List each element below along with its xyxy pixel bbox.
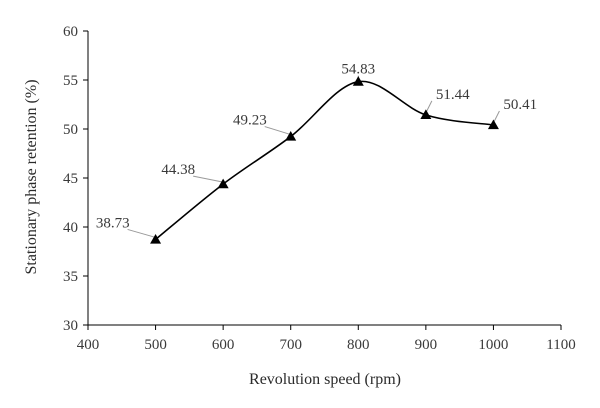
y-tick-label: 60 bbox=[63, 24, 78, 40]
x-tick-label: 500 bbox=[144, 337, 167, 353]
data-point-marker bbox=[217, 178, 229, 189]
data-point-marker bbox=[487, 119, 499, 130]
x-tick-label: 700 bbox=[279, 337, 302, 353]
y-tick-label: 30 bbox=[63, 318, 78, 334]
data-label-leader bbox=[127, 228, 156, 238]
y-tick-label: 55 bbox=[63, 73, 78, 89]
data-label: 50.41 bbox=[503, 97, 537, 113]
axes bbox=[87, 31, 561, 326]
x-axis-title: Revolution speed (rpm) bbox=[249, 371, 401, 388]
series-line-layer bbox=[155, 80, 494, 241]
x-tick-label: 1000 bbox=[478, 337, 508, 353]
x-tick-label: 600 bbox=[212, 337, 235, 353]
data-point-marker bbox=[420, 109, 432, 120]
data-label-leader bbox=[492, 110, 500, 124]
data-point-marker bbox=[352, 76, 364, 86]
data-label-leader bbox=[193, 175, 224, 183]
y-tick-label: 45 bbox=[63, 171, 78, 187]
data-label-leader bbox=[425, 100, 433, 114]
x-tick-label: 400 bbox=[77, 337, 100, 353]
x-tick-label: 900 bbox=[415, 337, 438, 353]
ticks: 30 35 40 45 50 55 60 400 500 600 700 800 900 1000 1100 bbox=[63, 24, 576, 353]
data-label: 49.23 bbox=[233, 113, 267, 129]
leader-lines bbox=[127, 75, 500, 238]
markers bbox=[150, 76, 499, 244]
y-tick-label: 40 bbox=[63, 220, 78, 236]
data-label: 54.83 bbox=[341, 62, 375, 78]
y-tick-label: 35 bbox=[63, 269, 78, 285]
data-labels: 38.73 44.38 49.23 54.83 51.44 50.41 bbox=[96, 62, 537, 232]
data-point-marker bbox=[285, 131, 297, 141]
series-line bbox=[155, 80, 494, 241]
y-axis-title: Stationary phase retention (%) bbox=[23, 79, 40, 274]
data-point-marker bbox=[150, 233, 162, 244]
data-label: 51.44 bbox=[436, 87, 470, 103]
y-tick-label: 50 bbox=[63, 122, 78, 138]
data-label-leader bbox=[264, 126, 291, 136]
x-tick-label: 1100 bbox=[546, 337, 575, 353]
data-label: 38.73 bbox=[96, 215, 130, 231]
x-tick-label: 800 bbox=[347, 337, 370, 353]
data-label: 44.38 bbox=[161, 162, 195, 178]
